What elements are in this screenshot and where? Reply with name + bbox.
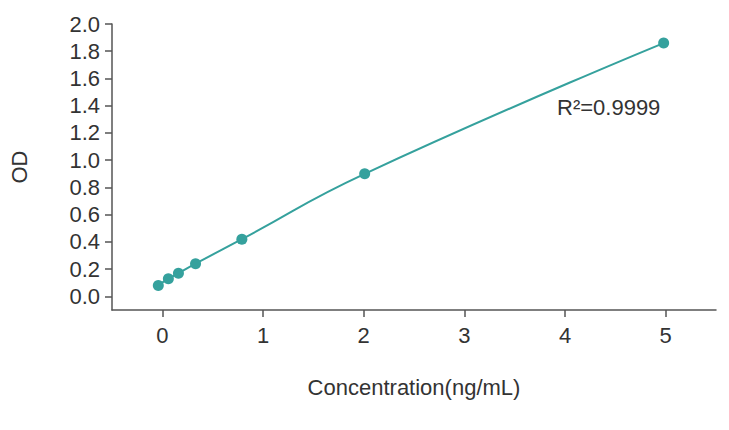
svg-text:Concentration(ng/mL): Concentration(ng/mL) (308, 375, 521, 400)
svg-text:2.0: 2.0 (69, 12, 100, 37)
svg-text:5: 5 (660, 323, 672, 348)
svg-text:0.2: 0.2 (69, 257, 100, 282)
svg-text:0.4: 0.4 (69, 229, 100, 254)
svg-text:R²=0.9999: R²=0.9999 (557, 95, 660, 120)
svg-text:0.6: 0.6 (69, 202, 100, 227)
svg-text:1.2: 1.2 (69, 120, 100, 145)
svg-text:1.4: 1.4 (69, 93, 100, 118)
svg-text:1: 1 (257, 323, 269, 348)
svg-text:1.0: 1.0 (69, 148, 100, 173)
svg-text:4: 4 (559, 323, 571, 348)
svg-text:OD: OD (7, 151, 32, 184)
svg-text:0.0: 0.0 (69, 284, 100, 309)
svg-text:2: 2 (358, 323, 370, 348)
svg-text:1.6: 1.6 (69, 66, 100, 91)
svg-text:1.8: 1.8 (69, 39, 100, 64)
svg-text:3: 3 (458, 323, 470, 348)
svg-text:0: 0 (156, 323, 168, 348)
svg-text:0.8: 0.8 (69, 175, 100, 200)
